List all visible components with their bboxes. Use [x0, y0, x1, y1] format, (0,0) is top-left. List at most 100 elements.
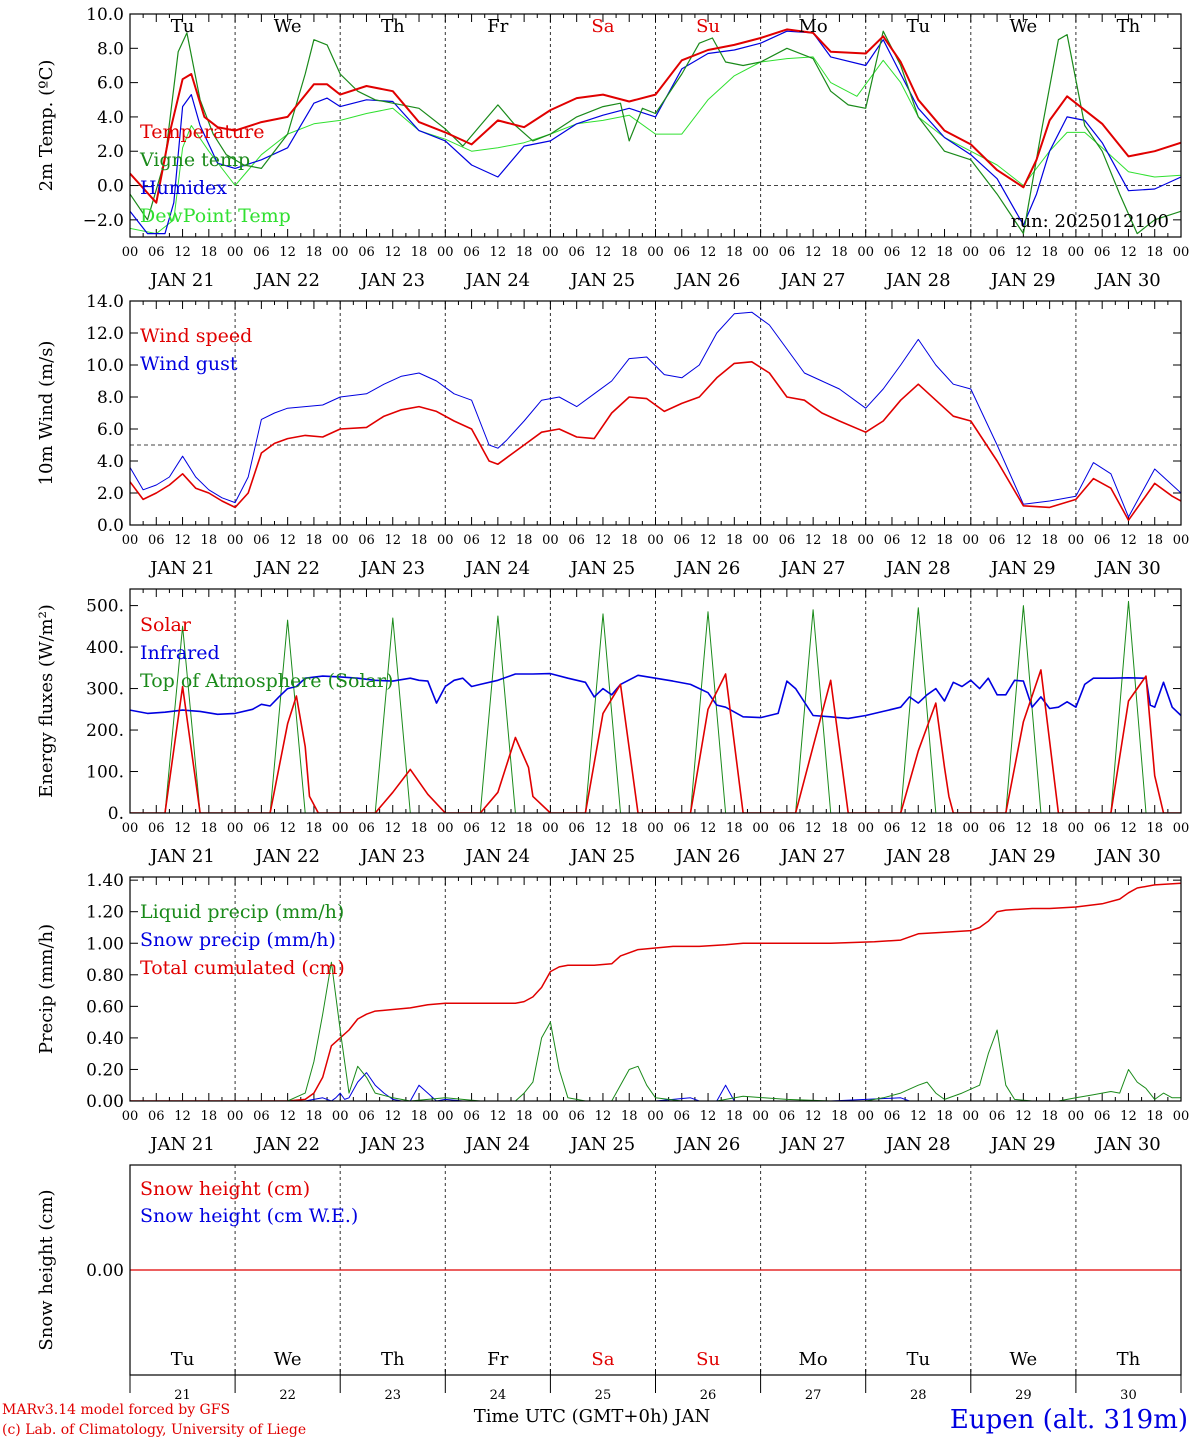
legend-entry: Top of Atmosphere (Solar)	[140, 670, 393, 692]
weekday-label: Th	[381, 1349, 405, 1370]
series-wind-speed	[130, 360, 1181, 522]
legend-entry: Liquid precip (mm/h)	[140, 901, 344, 923]
x-hour-label: 00	[1173, 533, 1190, 548]
x-date-label: JAN 28	[884, 1134, 951, 1155]
weekday-label: Tu	[906, 16, 930, 37]
x-hour-label: 00	[647, 821, 664, 836]
y-tick-label: 2.0	[97, 484, 124, 504]
x-hour-label: 00	[647, 533, 664, 548]
x-hour-label: 18	[1041, 821, 1058, 836]
y-tick-label: 8.0	[97, 388, 124, 408]
y-axis-label: 10m Wind (m/s)	[36, 341, 57, 486]
x-hour-label: 06	[148, 245, 165, 260]
x-hour-label: 06	[253, 245, 270, 260]
y-tick-label: 500.	[86, 597, 124, 617]
x-hour-label: 06	[148, 533, 165, 548]
temp-frame	[129, 13, 1182, 238]
y-tick-label: 0.00	[86, 1261, 124, 1281]
x-date-label: JAN 29	[989, 558, 1056, 579]
weekday-label: We	[1010, 16, 1038, 37]
x-hour-label: 12	[490, 821, 507, 836]
flux-frame	[129, 588, 1182, 814]
x-hour-label: 00	[437, 821, 454, 836]
x-hour-label: 06	[1094, 821, 1111, 836]
legend-entry: Snow precip (mm/h)	[140, 929, 336, 951]
x-hour-label: 00	[752, 1109, 769, 1124]
x-hour-label: 12	[1120, 821, 1137, 836]
x-hour-label: 18	[306, 245, 323, 260]
x-hour-label: 06	[674, 1109, 691, 1124]
x-date-label: JAN 26	[674, 270, 741, 291]
x-hour-label: 00	[963, 821, 980, 836]
x-date-label: JAN 23	[358, 270, 425, 291]
y-tick-label: 0.0	[97, 516, 124, 536]
x-hour-label: 12	[910, 245, 927, 260]
series-dewpoint-temp	[130, 56, 1181, 235]
x-hour-label: 06	[358, 245, 375, 260]
x-hour-label: 06	[148, 1109, 165, 1124]
x-hour-label: 12	[279, 533, 296, 548]
x-hour-label: 00	[752, 245, 769, 260]
x-date-label: JAN 24	[464, 558, 531, 579]
x-date-label: JAN 24	[464, 846, 531, 867]
weekday-label: Sa	[591, 1349, 614, 1370]
x-hour-label: 00	[1068, 533, 1085, 548]
x-hour-label: 18	[621, 245, 638, 260]
x-hour-label: 00	[437, 1109, 454, 1124]
x-date-label: JAN 22	[253, 270, 320, 291]
x-hour-label: 06	[463, 1109, 480, 1124]
x-hour-label: 06	[358, 1109, 375, 1124]
x-hour-label: 18	[831, 1109, 848, 1124]
legend-entry: Vigne temp	[139, 149, 250, 171]
x-hour-label: 18	[936, 821, 953, 836]
legend-entry: Wind gust	[140, 353, 238, 375]
x-hour-label: 18	[411, 533, 428, 548]
x-date-label: JAN 27	[779, 558, 846, 579]
x-hour-label: 12	[1120, 533, 1137, 548]
x-hour-label: 18	[201, 245, 218, 260]
x-hour-label: 00	[542, 1109, 559, 1124]
x-hour-label: 18	[1146, 533, 1163, 548]
flux-panel: 0. 100. 200. 300. 400. 500. Solar Infrared Top o…	[36, 588, 1189, 867]
x-hour-label: 06	[989, 1109, 1006, 1124]
y-tick-label: 0.60	[86, 997, 124, 1017]
x-hour-label: 12	[174, 821, 191, 836]
legend-entry: Humidex	[140, 177, 227, 199]
day-number-label: 28	[910, 1388, 927, 1403]
weekday-label: Tu	[171, 16, 195, 37]
y-tick-label: 400.	[86, 638, 124, 658]
x-date-label: JAN 27	[779, 1134, 846, 1155]
x-hour-label: 18	[411, 245, 428, 260]
day-number-label: 29	[1015, 1388, 1032, 1403]
y-tick-label: 4.0	[97, 108, 124, 128]
x-hour-label: 06	[253, 821, 270, 836]
x-hour-label: 00	[647, 245, 664, 260]
x-date-label: JAN 30	[1094, 846, 1161, 867]
y-axis-label: Energy fluxes (W/m²)	[36, 604, 57, 798]
x-hour-label: 18	[306, 533, 323, 548]
x-date-label: JAN 30	[1094, 558, 1161, 579]
x-hour-label: 12	[490, 533, 507, 548]
weekday-label: Fr	[487, 1349, 508, 1370]
temp-panel: −2.0 0.0 2.0 4.0 6.0 8.0 10.0 Temperature Vigne …	[36, 5, 1189, 291]
model-credit: MARv3.14 model forced by GFS	[2, 1402, 230, 1418]
x-hour-label: 00	[227, 245, 244, 260]
series-liquid-precip-mm-h-	[130, 961, 1181, 1101]
run-annotation: run: 2025012100	[1011, 211, 1169, 232]
y-tick-label: 1.40	[86, 871, 124, 891]
y-tick-label: 2.0	[97, 142, 124, 162]
x-date-label: JAN 22	[253, 558, 320, 579]
x-date-label: JAN 24	[464, 270, 531, 291]
x-hour-label: 00	[332, 821, 349, 836]
x-hour-label: 06	[674, 533, 691, 548]
x-hour-label: 12	[490, 1109, 507, 1124]
x-hour-label: 06	[358, 533, 375, 548]
x-hour-label: 18	[1041, 1109, 1058, 1124]
x-date-label: JAN 24	[464, 1134, 531, 1155]
x-hour-label: 06	[674, 245, 691, 260]
x-hour-label: 00	[227, 533, 244, 548]
x-hour-label: 06	[779, 533, 796, 548]
x-hour-label: 12	[384, 821, 401, 836]
x-date-label: JAN 23	[358, 846, 425, 867]
weekday-label: Mo	[799, 1349, 828, 1370]
